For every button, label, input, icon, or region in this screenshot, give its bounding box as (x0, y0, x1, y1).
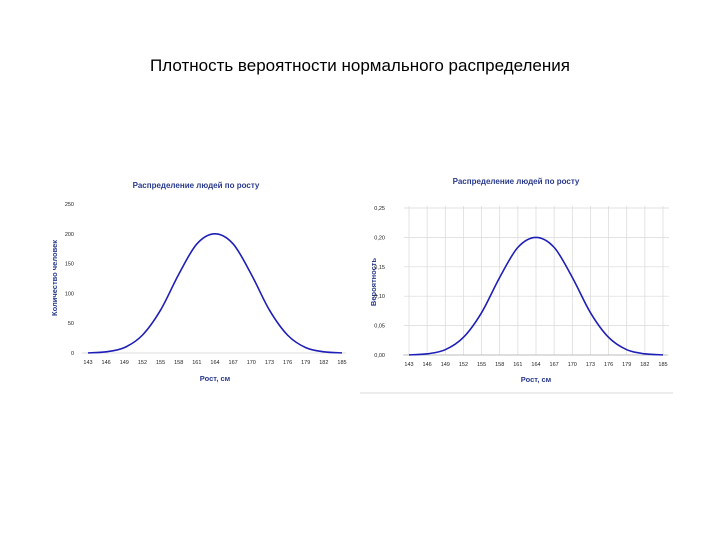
x-tick-label: 164 (531, 362, 540, 368)
x-tick-label: 170 (568, 362, 577, 368)
y-tick-label: 250 (65, 202, 74, 208)
x-tick-label: 146 (423, 362, 432, 368)
chart-count-distribution: Распределение людей по росту Рост, см Ко… (50, 181, 347, 383)
x-tick-label: 161 (192, 360, 201, 366)
x-tick-label: 149 (441, 362, 450, 368)
x-tick-label: 158 (495, 362, 504, 368)
x-tick-label: 185 (337, 360, 346, 366)
y-tick-label: 0,25 (374, 206, 385, 212)
x-tick-label: 176 (604, 362, 613, 368)
y-tick-label: 150 (65, 262, 74, 268)
x-tick-label: 173 (586, 362, 595, 368)
chart-title: Распределение людей по росту (453, 177, 580, 186)
y-tick-label: 0,05 (374, 324, 385, 330)
y-tick-label: 0,20 (374, 235, 385, 241)
x-tick-label: 167 (229, 360, 238, 366)
x-tick-label: 179 (301, 360, 310, 366)
x-tick-label: 149 (120, 360, 129, 366)
y-tick-label: 0,15 (374, 265, 385, 271)
x-tick-label: 182 (319, 360, 328, 366)
x-tick-label: 167 (550, 362, 559, 368)
y-tick-label: 50 (68, 321, 74, 327)
y-tick-label: 0,00 (374, 353, 385, 359)
x-tick-label: 143 (83, 360, 92, 366)
x-tick-label: 185 (658, 362, 667, 368)
x-tick-label: 146 (102, 360, 111, 366)
y-tick-label: 0 (71, 351, 74, 357)
y-tick-label: 0,10 (374, 294, 385, 300)
series-line (87, 232, 343, 354)
plot-panel (360, 194, 673, 394)
x-tick-label: 170 (247, 360, 256, 366)
y-tick-label: 200 (65, 232, 74, 238)
y-axis-label: Количество человек (50, 240, 59, 316)
x-tick-label: 155 (156, 360, 165, 366)
x-axis-label: Рост, см (521, 375, 552, 384)
x-tick-label: 179 (622, 362, 631, 368)
x-tick-label: 152 (459, 362, 468, 368)
x-tick-label: 152 (138, 360, 147, 366)
x-tick-label: 176 (283, 360, 292, 366)
series-line (408, 236, 664, 356)
x-tick-label: 143 (404, 362, 413, 368)
x-tick-label: 164 (210, 360, 219, 366)
chart-probability-distribution: Распределение людей по росту Рост, см Ве… (360, 177, 673, 394)
x-tick-label: 158 (174, 360, 183, 366)
x-tick-label: 182 (640, 362, 649, 368)
x-tick-label: 173 (265, 360, 274, 366)
x-tick-label: 155 (477, 362, 486, 368)
slide-title: Плотность вероятности нормального распре… (150, 56, 570, 75)
x-axis-label: Рост, см (200, 374, 231, 383)
y-tick-label: 100 (65, 291, 74, 297)
chart-title: Распределение людей по росту (133, 181, 260, 190)
y-axis-label: Вероятность (369, 258, 378, 307)
x-tick-label: 161 (513, 362, 522, 368)
